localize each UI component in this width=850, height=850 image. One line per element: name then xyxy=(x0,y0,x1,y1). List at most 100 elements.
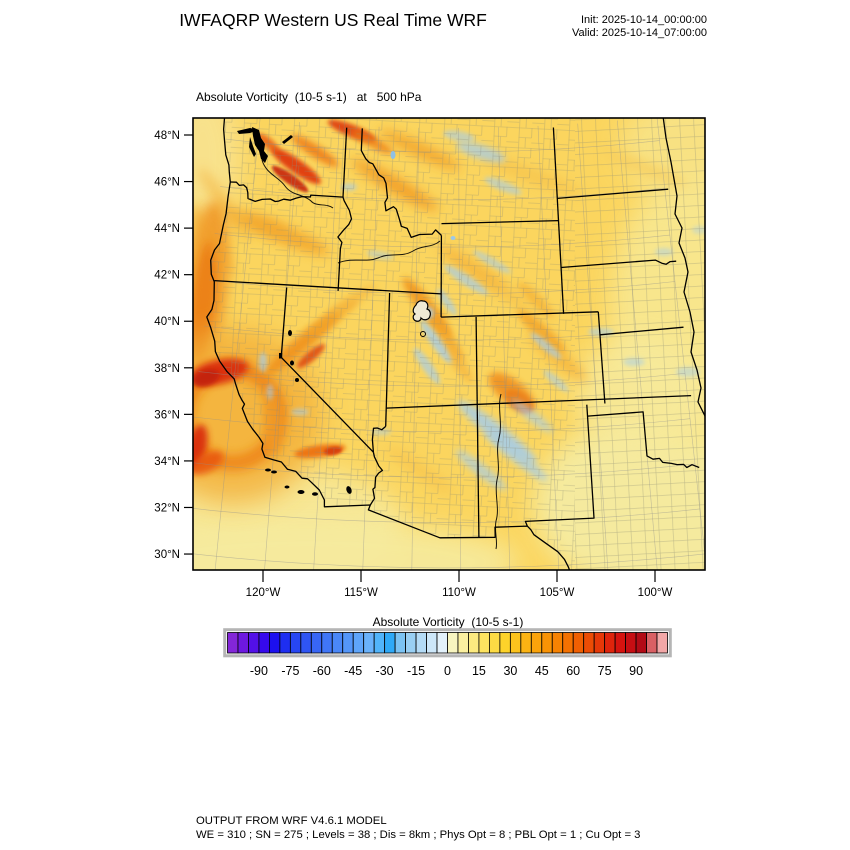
lon-tick-label: 115°W xyxy=(344,587,378,599)
colorbar-tick-label: 0 xyxy=(444,664,451,678)
colorbar-cell xyxy=(384,632,396,654)
county-boundaries-layer xyxy=(206,118,705,570)
lat-tick-label: 42°N xyxy=(154,270,180,282)
great-salt-lake-shape xyxy=(412,300,431,322)
channel-islands-shapes xyxy=(265,468,318,496)
colorbar-cells xyxy=(227,632,668,654)
colorbar-cell xyxy=(499,632,511,654)
colorbar-title: Absolute Vorticity (10-5 s-1) xyxy=(373,615,524,629)
colorbar-cell xyxy=(373,632,386,654)
lat-tick-label: 44°N xyxy=(154,223,180,235)
colorbar-cell xyxy=(604,632,616,654)
model-config-note: WE = 310 ; SN = 275 ; Levels = 38 ; Dis … xyxy=(196,829,640,841)
colorbar-labels: -90 -75 -60 -45 -30 -15 0 15 30 45 60 75 90 xyxy=(250,664,643,678)
colorbar-tick-label: 60 xyxy=(566,664,580,678)
colorbar-tick-label: -90 xyxy=(250,664,268,678)
state-border xyxy=(441,219,559,225)
map-panel xyxy=(193,118,705,570)
lat-tick-label: 36°N xyxy=(154,409,180,421)
colorbar-cell xyxy=(394,632,406,654)
colorbar-tick-label: 90 xyxy=(629,664,643,678)
eastern-river-border xyxy=(662,118,705,418)
colorbar-cell xyxy=(468,632,480,654)
init-time-label: Init: 2025-10-14_00:00:00 xyxy=(581,14,707,26)
page-title: IWFAQRP Western US Real Time WRF xyxy=(179,10,487,30)
colorbar-cell xyxy=(520,632,532,654)
colorbar-tick-label: -30 xyxy=(376,664,394,678)
colorbar-cell xyxy=(331,632,344,654)
valid-time-label: Valid: 2025-10-14_07:00:00 xyxy=(572,27,707,39)
lat-tick-label: 34°N xyxy=(154,456,180,468)
colorbar-cell xyxy=(279,632,291,654)
state-border xyxy=(386,394,692,409)
colorbar-tick-label: 30 xyxy=(503,664,517,678)
state-boundaries-layer xyxy=(206,118,705,570)
colorbar-cell xyxy=(289,632,302,654)
state-border xyxy=(557,188,669,200)
water-bodies-layer xyxy=(237,127,456,496)
colorbar-cell xyxy=(227,632,239,654)
colorbar-cell xyxy=(426,632,438,654)
state-border xyxy=(552,127,565,314)
colorbar-cell xyxy=(352,632,365,654)
colorbar-cell xyxy=(248,632,260,654)
colorbar-cell xyxy=(656,632,668,654)
state-border xyxy=(597,311,606,404)
lat-tick-label: 40°N xyxy=(154,316,180,328)
puget-sound-shape xyxy=(252,127,268,163)
colorbar-cell xyxy=(258,632,270,654)
colorbar-cell xyxy=(478,632,490,654)
colorbar-cell xyxy=(268,632,281,654)
state-border xyxy=(371,425,387,453)
colorbar-cell xyxy=(509,632,522,654)
lon-tick-label: 120°W xyxy=(246,587,281,599)
lon-tick-label: 110°W xyxy=(442,587,476,599)
colorbar-tick-label: 45 xyxy=(535,664,549,678)
colorbar-cell xyxy=(583,632,595,654)
colorbar-tick-label: 75 xyxy=(598,664,612,678)
latitude-axis: 48°N 46°N 44°N 42°N 40°N 38°N 36°N 34°N 32°N 30°N xyxy=(154,130,193,561)
colorbar-frame xyxy=(223,628,672,658)
lat-tick-label: 32°N xyxy=(154,502,180,514)
state-border xyxy=(337,196,353,291)
colorbar-cell xyxy=(457,632,469,654)
colorbar-cell xyxy=(300,632,312,654)
colorbar-cell xyxy=(321,632,333,654)
model-output-note: OUTPUT FROM WRF V4.6.1 MODEL xyxy=(196,815,387,827)
colorbar-cell xyxy=(363,632,375,654)
colorbar-cell xyxy=(572,632,585,654)
lat-tick-label: 30°N xyxy=(154,549,180,561)
colorbar-cell xyxy=(405,632,417,654)
state-border xyxy=(369,452,384,506)
state-border xyxy=(560,259,677,269)
colorbar-cell xyxy=(488,632,501,654)
colorbar-cell xyxy=(635,632,647,654)
colorbar-cell xyxy=(342,632,354,654)
coastline xyxy=(206,118,571,570)
longitude-axis: 120°W 115°W 110°W 105°W 100°W xyxy=(246,570,673,599)
lon-tick-label: 105°W xyxy=(540,587,575,599)
colorbar-cell xyxy=(415,632,427,654)
state-border xyxy=(214,279,442,295)
state-border xyxy=(230,181,344,203)
colorbar-cell xyxy=(614,632,626,654)
colorbar-cell xyxy=(625,632,637,654)
colorbar-tick-label: 15 xyxy=(472,664,486,678)
state-border xyxy=(360,128,442,239)
map-frame xyxy=(192,117,706,571)
state-border xyxy=(342,127,348,198)
lat-tick-label: 48°N xyxy=(154,130,180,142)
colorbar-cell xyxy=(237,632,249,654)
colorbar-tick-label: -15 xyxy=(407,664,425,678)
colorbar-cell xyxy=(593,632,606,654)
lat-tick-label: 38°N xyxy=(154,363,180,375)
lake-tahoe-shape xyxy=(279,353,283,359)
state-border xyxy=(599,326,684,336)
colorbar-cell xyxy=(562,632,574,654)
lon-tick-label: 100°W xyxy=(638,587,673,599)
colorbar-cell xyxy=(310,632,323,654)
field-subtitle: Absolute Vorticity (10-5 s-1) at 500 hPa xyxy=(196,90,422,104)
colorbar-cell xyxy=(530,632,543,654)
state-border xyxy=(524,404,595,527)
colorbar-cell xyxy=(541,632,553,654)
